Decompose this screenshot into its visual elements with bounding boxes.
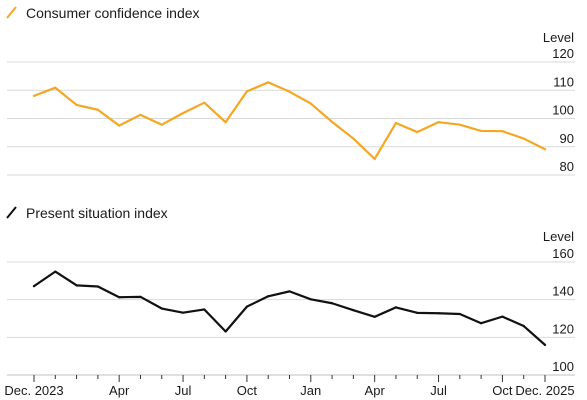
- x-tick-label: Oct: [492, 383, 513, 398]
- data-point-present-situation: [288, 290, 291, 293]
- x-tick-label: Apr: [365, 383, 386, 398]
- y-tick-label-consumer-confidence: 120: [552, 46, 574, 61]
- data-point-consumer-confidence: [139, 113, 142, 116]
- data-point-consumer-confidence: [416, 130, 419, 134]
- data-point-consumer-confidence: [522, 137, 525, 140]
- data-point-consumer-confidence: [288, 90, 291, 93]
- x-tick-label: Jul: [175, 383, 192, 398]
- series-present-situation: [32, 270, 547, 346]
- legend-label-present-situation: Present situation index: [26, 205, 168, 221]
- data-point-present-situation: [75, 284, 78, 287]
- y-tick-label-present-situation: 140: [552, 284, 574, 299]
- data-point-present-situation: [224, 330, 227, 333]
- data-point-present-situation: [309, 298, 312, 301]
- data-point-present-situation: [501, 315, 504, 318]
- data-point-consumer-confidence: [480, 129, 483, 133]
- data-point-consumer-confidence: [96, 108, 99, 111]
- data-point-consumer-confidence: [54, 86, 57, 89]
- data-point-present-situation: [394, 306, 398, 309]
- data-point-consumer-confidence: [160, 123, 163, 126]
- legend-label-consumer-confidence: Consumer confidence index: [26, 5, 200, 21]
- unit-label-top: Level: [543, 30, 574, 45]
- data-point-present-situation: [32, 285, 36, 288]
- data-point-present-situation: [54, 270, 57, 273]
- data-point-present-situation: [245, 305, 249, 308]
- series-line-consumer-confidence: [32, 81, 547, 160]
- data-point-consumer-confidence: [352, 137, 355, 140]
- data-point-present-situation: [416, 311, 419, 314]
- data-point-consumer-confidence: [501, 130, 504, 133]
- unit-label-bottom: Level: [543, 229, 574, 244]
- data-point-consumer-confidence: [437, 121, 440, 124]
- x-tick-label: Apr: [109, 383, 130, 398]
- y-tick-label-present-situation: 100: [552, 359, 574, 374]
- y-tick-label-consumer-confidence: 100: [552, 103, 574, 118]
- data-point-consumer-confidence: [75, 103, 78, 107]
- data-point-present-situation: [373, 315, 376, 318]
- series-line-present-situation: [32, 270, 547, 346]
- y-axis-top: 120 110 100 90 80: [552, 46, 574, 174]
- data-point-present-situation: [330, 302, 334, 305]
- y-tick-label-consumer-confidence: 90: [560, 131, 574, 146]
- data-point-present-situation: [181, 311, 185, 314]
- grid-top: [7, 61, 575, 176]
- data-point-present-situation: [352, 309, 355, 312]
- x-tick-label: Jul: [430, 383, 447, 398]
- x-tick-label: Dec. 2025: [515, 383, 574, 398]
- data-point-consumer-confidence: [224, 121, 227, 124]
- data-point-consumer-confidence: [309, 102, 312, 105]
- data-point-consumer-confidence: [458, 123, 461, 126]
- data-point-present-situation: [458, 312, 461, 316]
- legend-present-situation: Present situation index: [6, 205, 168, 221]
- data-point-consumer-confidence: [245, 90, 249, 93]
- data-point-present-situation: [139, 295, 142, 298]
- data-point-consumer-confidence: [394, 121, 398, 125]
- data-point-consumer-confidence: [373, 157, 376, 160]
- data-point-present-situation: [160, 307, 163, 310]
- data-point-consumer-confidence: [203, 101, 206, 104]
- legend-swatch-present-situation: [6, 206, 17, 219]
- data-point-present-situation: [543, 343, 547, 346]
- data-point-consumer-confidence: [118, 124, 121, 127]
- data-point-present-situation: [118, 296, 121, 299]
- y-tick-label-present-situation: 160: [552, 246, 574, 261]
- data-point-present-situation: [437, 312, 440, 315]
- data-point-consumer-confidence: [543, 148, 547, 151]
- data-point-consumer-confidence: [181, 112, 185, 115]
- data-point-present-situation: [480, 322, 483, 325]
- data-point-present-situation: [522, 324, 525, 328]
- data-point-present-situation: [203, 308, 206, 311]
- data-point-present-situation: [267, 295, 270, 298]
- y-tick-label-consumer-confidence: 80: [560, 159, 574, 174]
- x-tick-label: Dec. 2023: [4, 383, 63, 398]
- grid-bottom: [7, 261, 575, 376]
- legend-consumer-confidence: Consumer confidence index: [6, 5, 200, 21]
- data-point-present-situation: [96, 285, 99, 288]
- data-point-consumer-confidence: [267, 81, 270, 84]
- data-point-consumer-confidence: [32, 94, 36, 97]
- y-tick-label-consumer-confidence: 110: [553, 74, 574, 89]
- y-tick-label-present-situation: 120: [552, 321, 574, 336]
- x-tick-label: Oct: [237, 383, 258, 398]
- legend-swatch-consumer-confidence: [6, 6, 17, 19]
- data-point-consumer-confidence: [330, 120, 334, 123]
- y-axis-bottom: 160 140 120 100: [552, 246, 574, 374]
- x-tick-label: Jan: [300, 383, 321, 398]
- series-consumer-confidence: [32, 81, 547, 160]
